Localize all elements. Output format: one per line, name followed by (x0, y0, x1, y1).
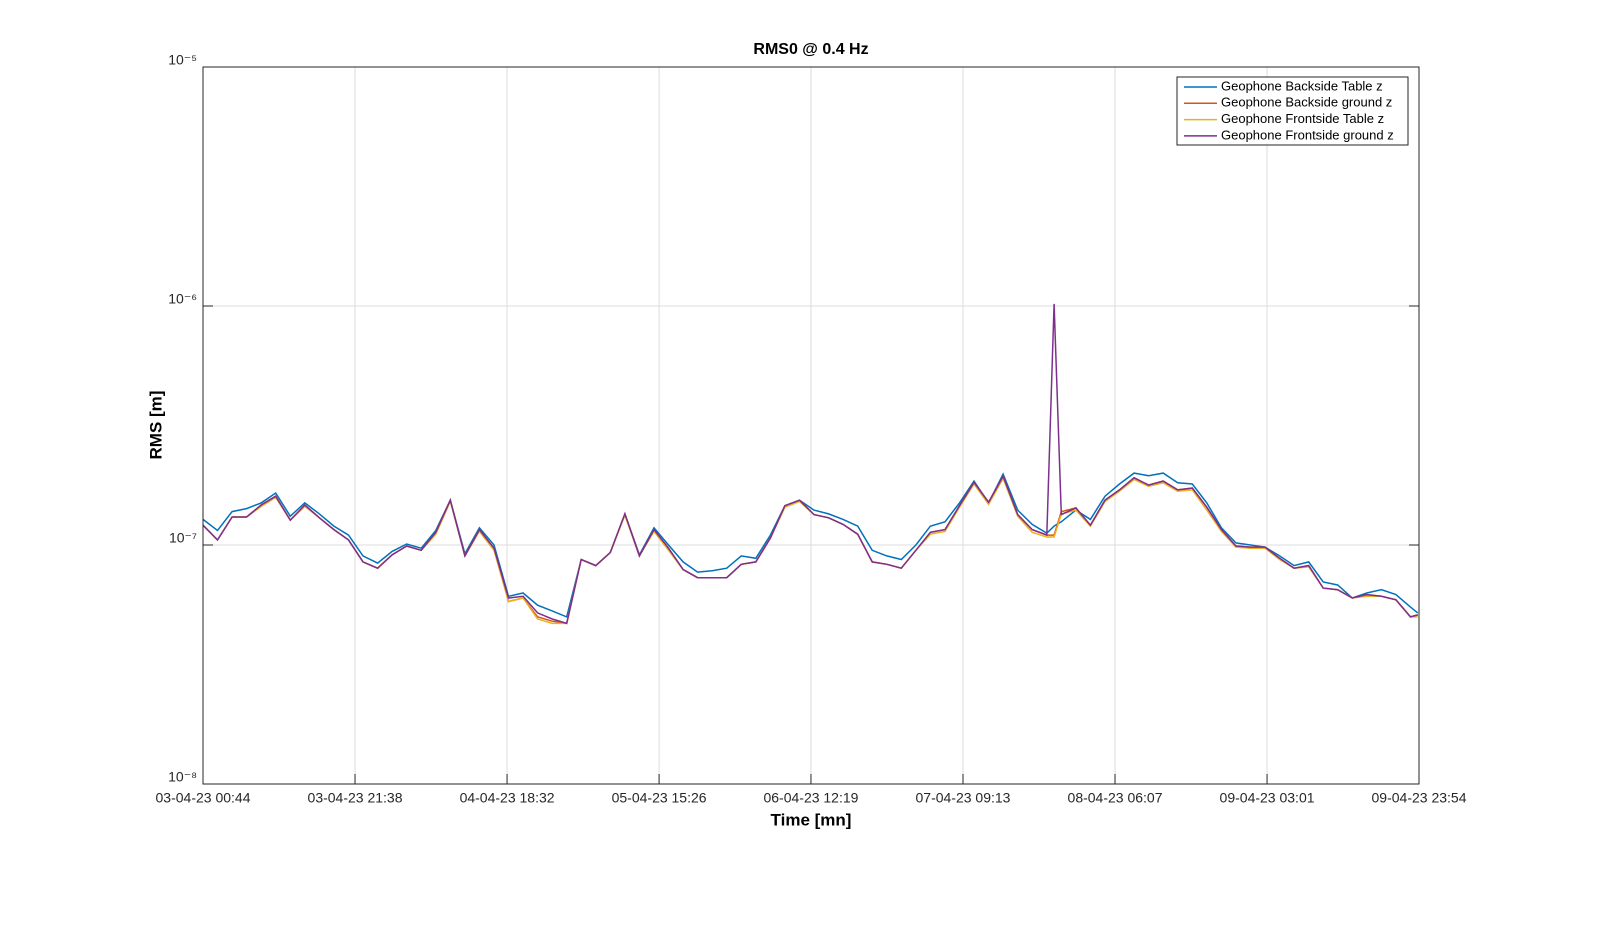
series-line (202, 472, 1419, 618)
x-tick-label: 06-04-23 12:19 (763, 790, 858, 806)
lines (202, 303, 1419, 625)
x-tick-label: 07-04-23 09:13 (916, 790, 1011, 806)
legend-label: Geophone Frontside ground z (1221, 127, 1394, 142)
x-tick-label: 05-04-23 15:26 (612, 790, 707, 806)
y-tick-label: 10⁻⁶ (168, 291, 197, 307)
y-tick-label: 10⁻⁸ (168, 769, 197, 785)
x-axis-label: Time [mn] (771, 810, 852, 829)
legend-label: Geophone Backside ground z (1221, 95, 1392, 110)
x-tick-label: 08-04-23 06:07 (1068, 790, 1163, 806)
x-tick-label: 03-04-23 21:38 (308, 790, 403, 806)
y-tick-label: 10⁻⁷ (169, 530, 197, 546)
series-line (202, 303, 1418, 625)
legend-box (1176, 76, 1409, 146)
x-tick-label: 03-04-23 00:44 (156, 790, 251, 806)
legend-label: Geophone Frontside Table z (1221, 111, 1384, 126)
x-tick-label: 04-04-23 18:32 (460, 790, 555, 806)
chart-title: RMS0 @ 0.4 Hz (753, 41, 868, 58)
x-tick-label: 09-04-23 03:01 (1220, 790, 1315, 806)
legend-label: Geophone Backside Table z (1221, 78, 1383, 93)
y-tick-label: 10⁻⁵ (168, 52, 197, 68)
legend: Geophone Backside Table z Geophone Backsi… (1176, 76, 1409, 146)
axes-box (202, 66, 1420, 785)
x-tick-label: 09-04-23 23:54 (1372, 790, 1467, 806)
y-axis-label: RMS [m] (146, 391, 165, 460)
